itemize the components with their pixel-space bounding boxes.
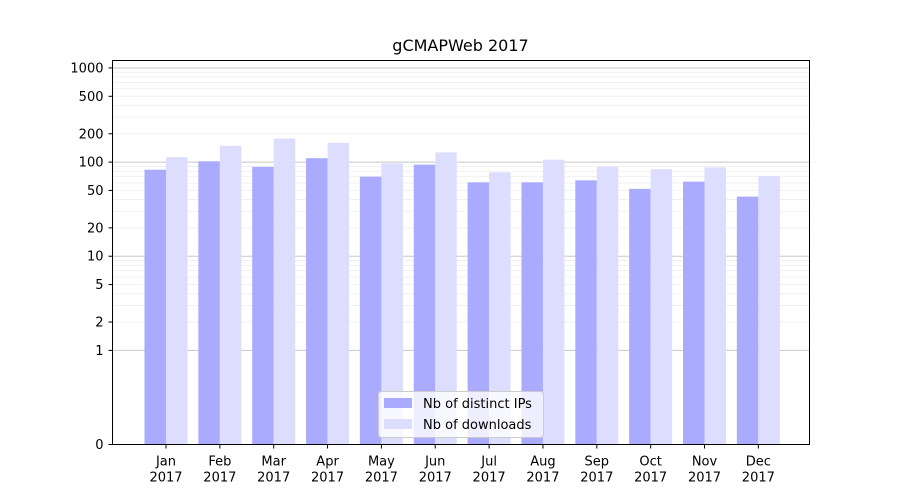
y-tick-label: 50 <box>87 184 104 199</box>
bar <box>467 182 490 445</box>
legend-swatch <box>384 419 412 429</box>
y-tick-label: 10 <box>87 250 104 265</box>
bar <box>166 157 188 445</box>
bar <box>413 164 436 445</box>
y-tick-label: 1 <box>95 344 103 359</box>
bars <box>144 138 780 445</box>
x-tick-label: May <box>368 455 395 470</box>
y-axis: 0 1 2 5 10 20 50 100 200 500 1000 <box>70 61 113 453</box>
chart-title: gCMAPWeb 2017 <box>392 36 528 55</box>
x-tick-label: Jul <box>480 455 497 470</box>
legend-label: Nb of distinct IPs <box>423 397 532 412</box>
x-tick-label: Jan <box>155 455 176 470</box>
bar <box>629 188 651 445</box>
bar <box>683 181 705 445</box>
legend-box <box>378 391 544 438</box>
bar <box>575 180 597 445</box>
x-tick-label-year: 2017 <box>149 471 182 486</box>
bar <box>650 169 673 445</box>
bar <box>704 167 726 445</box>
x-tick-label: Apr <box>316 455 339 470</box>
bar <box>198 161 220 445</box>
y-tick-label: 500 <box>79 90 104 105</box>
x-tick-label: Aug <box>530 455 555 470</box>
x-axis: Jan2017Feb2017Mar2017Apr2017May2017Jun20… <box>149 444 775 486</box>
x-tick-label-year: 2017 <box>419 471 452 486</box>
x-tick-label-year: 2017 <box>473 471 506 486</box>
bar <box>596 166 619 445</box>
y-tick-label: 2 <box>95 316 103 331</box>
x-tick-label: Oct <box>639 455 661 470</box>
bar <box>252 166 274 445</box>
y-tick-label: 20 <box>87 221 104 236</box>
bar <box>758 176 780 445</box>
x-tick-label: Mar <box>261 455 286 470</box>
x-tick-label: Dec <box>746 455 771 470</box>
bar <box>327 142 350 445</box>
x-tick-label-year: 2017 <box>634 471 667 486</box>
bar <box>219 145 242 445</box>
bar <box>273 138 296 445</box>
bar <box>359 176 382 445</box>
x-tick-label: Sep <box>585 455 610 470</box>
x-tick-label-year: 2017 <box>311 471 344 486</box>
bar <box>542 159 565 445</box>
x-tick-label-year: 2017 <box>203 471 236 486</box>
y-tick-label: 5 <box>95 278 103 293</box>
x-tick-label-year: 2017 <box>688 471 721 486</box>
bar <box>144 169 166 445</box>
x-tick-label-year: 2017 <box>526 471 559 486</box>
x-tick-label-year: 2017 <box>742 471 775 486</box>
x-tick-label: Nov <box>692 455 718 470</box>
y-tick-label: 200 <box>79 127 104 142</box>
plot-frame <box>112 60 810 445</box>
y-tick-label: 1000 <box>70 61 103 76</box>
bar <box>521 182 543 445</box>
bar <box>489 172 511 445</box>
x-tick-label-year: 2017 <box>365 471 398 486</box>
x-tick-label: Jun <box>424 455 445 470</box>
x-tick-label: Feb <box>208 455 231 470</box>
legend: Nb of distinct IPs Nb of downloads <box>378 391 544 438</box>
bar <box>306 158 328 445</box>
bar <box>435 152 457 445</box>
legend-swatch <box>384 398 412 408</box>
legend-label: Nb of downloads <box>423 418 532 433</box>
bar <box>736 196 759 445</box>
y-tick-label: 100 <box>79 156 104 171</box>
x-tick-label-year: 2017 <box>257 471 290 486</box>
x-tick-label-year: 2017 <box>580 471 613 486</box>
bar <box>381 163 403 445</box>
y-tick-label: 0 <box>95 438 103 453</box>
